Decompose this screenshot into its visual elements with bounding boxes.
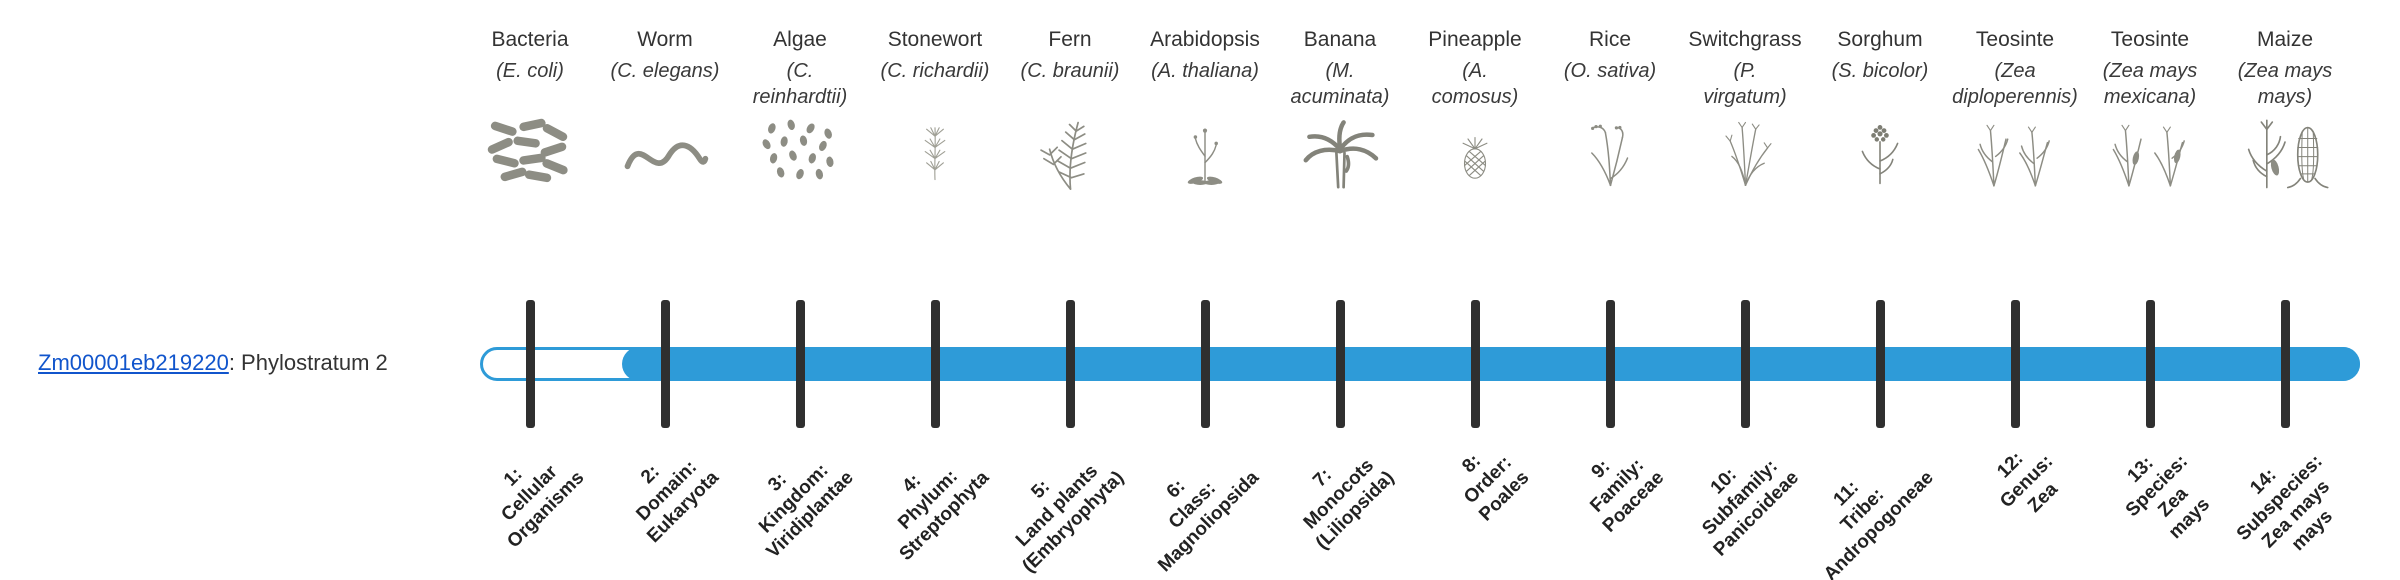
organism-column: Bacteria (E. coli) 1: Cellular Organisms (440, 0, 620, 580)
organism-name: Switchgrass (1688, 28, 1802, 51)
organism-name: Teosinte (2110, 28, 2190, 51)
phylostratum-label: 5: Land plants (Embryophyta) (1011, 460, 1129, 577)
organism-latin-name: (Zea mays mexicana) (2102, 60, 2198, 108)
organism-latin-name: (A. comosus) (1431, 60, 1519, 108)
organism-name: Rice (1588, 28, 1631, 51)
switchgrass-icon (1655, 104, 1835, 192)
phylostratum-label: 11: Tribe: Andropogoneae (1820, 467, 1939, 580)
organism-latin-name: (Zea diploperennis) (1952, 60, 2078, 108)
phylostratum-label: 3: Kingdom: Viridiplantae (755, 459, 859, 563)
organism-latin-name: (A. thaliana) (1151, 60, 1259, 82)
organism-column: Maize (Zea mays mays) 14: Subspecies: Ze… (2195, 0, 2375, 580)
organism-latin-name: (C. reinhardtii) (752, 60, 848, 108)
phylostratum-tick (1065, 300, 1075, 428)
organism-column: Banana (M. acuminata) 7: Monocots (Lilio… (1250, 0, 1430, 580)
phylostrata-bar-fill (622, 347, 2360, 381)
organism-latin-name: (C. elegans) (610, 60, 720, 82)
organism-column: Switchgrass (P. virgatum) 10: Subfamily:… (1655, 0, 1835, 580)
organism-name: Fern (1048, 28, 1092, 51)
phylostratum-tick (930, 300, 940, 428)
organism-latin-name: (P. virgatum) (1703, 60, 1787, 108)
pineapple-icon (1385, 104, 1565, 192)
organism-latin-name: (S. bicolor) (1831, 60, 1929, 82)
gene-label: Zm00001eb219220: Phylostratum 2 (38, 350, 388, 376)
fern-icon (980, 104, 1160, 192)
phylostratum-tick (2145, 300, 2155, 428)
organism-name: Worm (637, 28, 693, 51)
organism-column: Fern (C. braunii) 5: Land plants (Embryo… (980, 0, 1160, 580)
phylostratum-tick (1335, 300, 1345, 428)
organism-name: Banana (1303, 28, 1377, 51)
bacteria-icon (440, 104, 620, 192)
phylostratum-label: 9: Family: Poaceae (1586, 454, 1669, 537)
organism-column: Arabidopsis (A. thaliana) 6: Class: Magn… (1115, 0, 1295, 580)
organism-name: Maize (2256, 28, 2314, 51)
phylostratum-text: : Phylostratum 2 (228, 350, 388, 375)
worm-icon (575, 104, 755, 192)
organism-latin-name: (Zea mays mays) (2237, 60, 2333, 108)
gene-id-link[interactable]: Zm00001eb219220 (38, 350, 229, 375)
phylostratum-tick (2010, 300, 2020, 428)
organism-name: Teosinte (1975, 28, 2055, 51)
sorghum-icon (1790, 104, 1970, 192)
phylostratum-tick (795, 300, 805, 428)
banana-icon (1250, 104, 1430, 192)
phylostratum-tick (2280, 300, 2290, 428)
organism-latin-name: (O. sativa) (1563, 60, 1657, 82)
phylostratum-label: 7: Monocots (Liliopsida) (1299, 455, 1399, 554)
organism-column: Worm (C. elegans) 2: Domain: Eukaryota (575, 0, 755, 580)
phylostratum-tick (1200, 300, 1210, 428)
organism-name: Algae (773, 28, 827, 51)
organism-name: Stonewort (887, 28, 983, 51)
phylostratum-tick (1740, 300, 1750, 428)
organism-latin-name: (C. braunii) (1020, 60, 1120, 82)
phylostratum-tick (1470, 300, 1480, 428)
organism-column: Algae (C. reinhardtii) 3: Kingdom: Virid… (710, 0, 890, 580)
organism-name: Bacteria (491, 28, 569, 51)
phylostratum-label: 6: Class: Magnoliopsida (1154, 467, 1264, 577)
phylostratum-label: 2: Domain: Eukaryota (632, 456, 724, 548)
organism-latin-name: (E. coli) (496, 60, 564, 82)
arabidopsis-icon (1115, 104, 1295, 192)
phylostratum-label: 4: Phylum: Streptophyta (894, 465, 994, 565)
organism-name: Arabidopsis (1150, 28, 1260, 51)
phylostratum-label: 14: Subspecies: Zea mays mays (2232, 450, 2337, 556)
organism-latin-name: (C. richardii) (880, 60, 990, 82)
organism-latin-name: (M. acuminata) (1290, 60, 1390, 108)
algae-icon (710, 104, 890, 192)
organism-name: Sorghum (1837, 28, 1923, 51)
stonewort-icon (845, 104, 1025, 192)
organism-column: Sorghum (S. bicolor) 11: Tribe: Andropog… (1790, 0, 1970, 580)
organism-column: Teosinte (Zea diploperennis) 12: Genus: … (1925, 0, 2105, 580)
phylostratum-label: 1: Cellular Organisms (497, 461, 589, 553)
organism-column: Rice (O. sativa) 9: Family: Poaceae (1520, 0, 1700, 580)
teosinte-mexicana-icon (2060, 104, 2240, 192)
organism-column: Teosinte (Zea mays mexicana) 13: Species… (2060, 0, 2240, 580)
organism-column: Pineapple (A. comosus) 8: Order: Poales (1385, 0, 1565, 580)
rice-icon (1520, 104, 1700, 192)
phylostratum-tick (1605, 300, 1615, 428)
phylostratum-tick (660, 300, 670, 428)
phylostratum-tick (1875, 300, 1885, 428)
phylostratum-label: 10: Subfamily: Panicoideae (1698, 455, 1804, 561)
maize-icon (2195, 104, 2375, 192)
teosinte-diploperennis-icon (1925, 104, 2105, 192)
organism-column: Stonewort (C. richardii) 4: Phylum: Stre… (845, 0, 1025, 580)
phylostratum-tick (525, 300, 535, 428)
organism-name: Pineapple (1428, 28, 1522, 51)
